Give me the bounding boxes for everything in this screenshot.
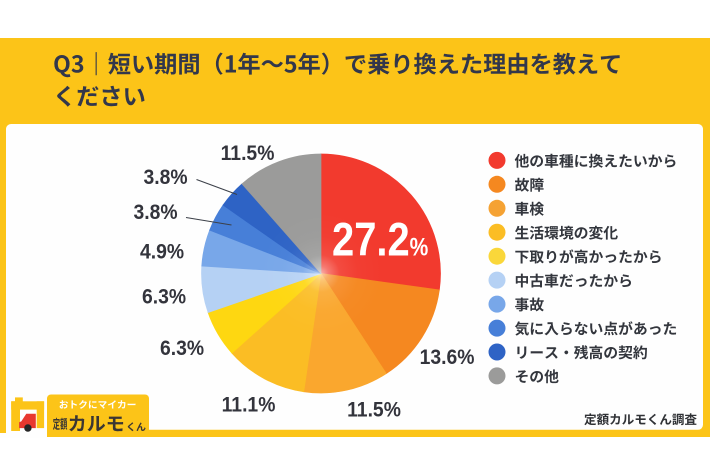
svg-text:6.3%: 6.3% (142, 284, 186, 308)
svg-text:13.6%: 13.6% (420, 345, 475, 369)
svg-text:3.8%: 3.8% (143, 165, 187, 189)
svg-text:11.5%: 11.5% (221, 141, 275, 165)
svg-text:4.9%: 4.9% (140, 239, 184, 263)
svg-text:6.3%: 6.3% (160, 336, 204, 360)
svg-text:3.8%: 3.8% (133, 200, 177, 224)
svg-text:11.1%: 11.1% (222, 392, 276, 416)
svg-text:11.5%: 11.5% (347, 397, 401, 421)
